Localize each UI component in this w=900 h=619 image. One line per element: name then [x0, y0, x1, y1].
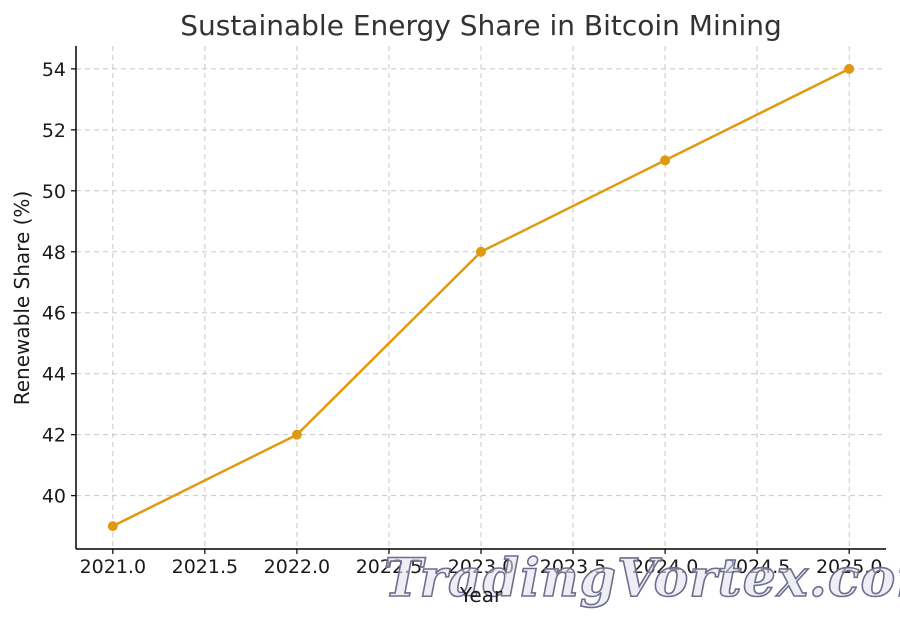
- x-tick-label: 2024.0: [632, 556, 698, 578]
- data-point: [844, 63, 855, 74]
- x-tick-label: 2021.5: [172, 556, 238, 578]
- y-tick-label: 46: [42, 303, 66, 325]
- x-tick-label: 2024.5: [724, 556, 790, 578]
- x-tick-label: 2023.0: [448, 556, 514, 578]
- y-tick-label: 52: [42, 120, 66, 142]
- y-axis-label: Renewable Share (%): [10, 191, 34, 406]
- x-tick-label: 2025.0: [816, 556, 882, 578]
- grid-lines: [76, 46, 886, 549]
- x-tick-label: 2022.5: [356, 556, 422, 578]
- data-point: [660, 155, 671, 166]
- y-tick-label: 54: [42, 59, 66, 81]
- y-tick-label: 50: [42, 181, 66, 203]
- chart-title: Sustainable Energy Share in Bitcoin Mini…: [180, 9, 782, 42]
- y-tick-label: 48: [42, 242, 66, 264]
- y-tick-label: 44: [42, 364, 66, 386]
- x-axis-label: Year: [459, 583, 503, 607]
- x-tick-label: 2021.0: [80, 556, 146, 578]
- x-tick-label: 2023.5: [540, 556, 606, 578]
- data-point: [107, 521, 118, 532]
- y-tick-label: 42: [42, 425, 66, 447]
- data-point: [476, 246, 486, 257]
- x-tick-label: 2022.0: [264, 556, 330, 578]
- data-point: [291, 429, 302, 440]
- watermark: TradingVortex.com: [383, 547, 900, 610]
- watermark-text: TradingVortex.com: [384, 548, 900, 609]
- y-axis-ticks: 40 42 44 46 48 50 52 54: [42, 59, 76, 508]
- y-tick-label: 40: [42, 486, 66, 508]
- data-series: [107, 63, 855, 532]
- x-axis-ticks: 2021.0 2021.5 2022.0 2022.5 2023.0 2023.5 2024…: [80, 549, 882, 578]
